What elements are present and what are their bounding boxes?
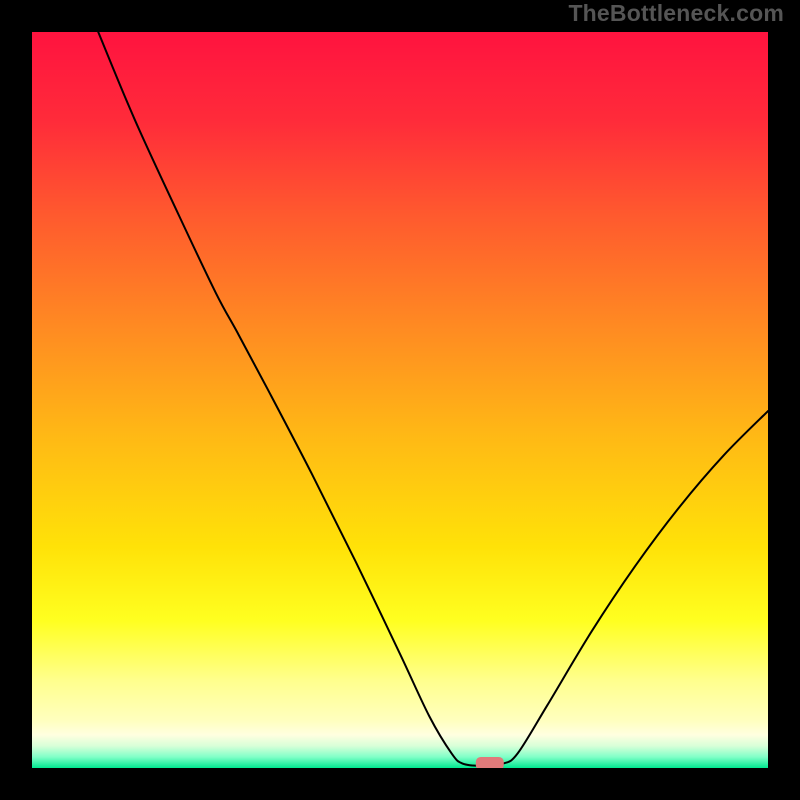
plot-area — [32, 32, 768, 768]
watermark-text: TheBottleneck.com — [568, 0, 784, 27]
chart-frame: TheBottleneck.com — [0, 0, 800, 800]
plot-background — [32, 32, 768, 768]
plot-svg — [32, 32, 768, 768]
sweet-spot-marker — [476, 757, 504, 768]
